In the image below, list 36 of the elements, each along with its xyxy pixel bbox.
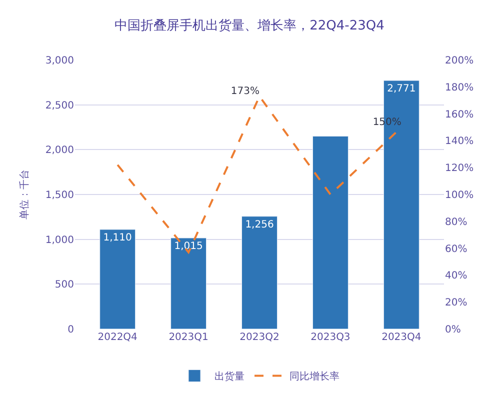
- y-tick-label: 2,500: [45, 100, 74, 112]
- y-tick-label: 3,000: [45, 56, 74, 66]
- legend-label: 同比增长率: [290, 370, 340, 383]
- bar: [170, 238, 207, 329]
- y2-tick-label: 20%: [445, 298, 468, 309]
- x-tick-label: 2023Q4: [382, 332, 422, 343]
- data-label: 2,771: [387, 84, 416, 95]
- x-tick-label: 2023Q1: [168, 332, 208, 343]
- bar: [242, 216, 278, 329]
- data-label: 173%: [230, 86, 260, 97]
- y2-tick-label: 0%: [445, 324, 461, 336]
- chart-title: 中国折叠屏手机出货量、增长率，22Q4-23Q4: [114, 18, 384, 34]
- y2-tick-label: 200%: [445, 56, 474, 66]
- y2-tick-label: 180%: [445, 82, 474, 94]
- y2-tick-label: 140%: [445, 136, 474, 148]
- bar: [100, 229, 136, 329]
- y2-tick-label: 100%: [445, 190, 474, 201]
- x-tick-label: 2023Q2: [240, 332, 280, 343]
- x-tick-label: 2022Q4: [98, 332, 138, 343]
- y2-tick-label: 60%: [445, 244, 468, 255]
- y2-tick-label: 80%: [445, 216, 468, 228]
- y-tick-label: 1,500: [45, 190, 74, 201]
- data-label: 1,015: [174, 240, 203, 252]
- y-tick-label: 2,000: [45, 145, 74, 156]
- data-label: 1,110: [103, 232, 132, 244]
- y-axis-title: 单位：千台: [18, 170, 30, 220]
- data-label: 1,256: [245, 219, 274, 230]
- y2-tick-label: 40%: [445, 270, 468, 282]
- y-tick-label: 0: [68, 324, 74, 336]
- y2-tick-label: 120%: [445, 163, 474, 174]
- y2-tick-label: 160%: [445, 109, 474, 120]
- x-tick-label: 2023Q3: [310, 332, 350, 343]
- y-tick-label: 1,000: [45, 234, 74, 246]
- legend-label: 出货量: [214, 370, 244, 383]
- y-tick-label: 500: [54, 280, 74, 291]
- bar: [312, 136, 348, 329]
